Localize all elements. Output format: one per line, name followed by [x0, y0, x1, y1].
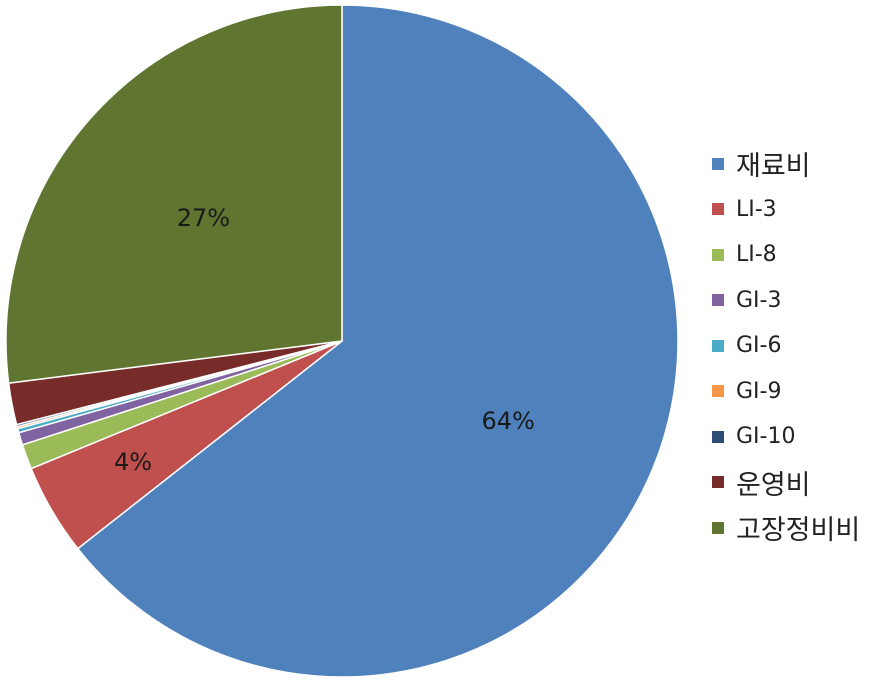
legend-swatch: [712, 339, 724, 352]
pie-slice-9: [5, 4, 343, 384]
legend-swatch: [712, 248, 724, 261]
data-label-1: 64%: [482, 407, 535, 435]
legend-item-1: 재료비: [712, 141, 884, 187]
legend-item-4: GI-3: [712, 278, 884, 324]
legend-label: LI-3: [736, 196, 777, 222]
legend-label: GI-3: [736, 287, 782, 313]
legend-label: LI-8: [736, 242, 777, 268]
data-label-9: 27%: [177, 204, 230, 232]
legend-label: GI-6: [736, 333, 782, 359]
legend-swatch: [712, 430, 724, 443]
data-label-2: 4%: [114, 448, 152, 476]
legend-swatch: [712, 476, 724, 489]
legend-item-2: LI-3: [712, 187, 884, 233]
legend-item-6: GI-9: [712, 369, 884, 415]
legend-item-8: 운영비: [712, 460, 884, 506]
legend-label: 재료비: [736, 151, 811, 183]
legend-swatch: [712, 203, 724, 216]
pie-slice-1: [76, 4, 679, 678]
legend-swatch: [712, 385, 724, 398]
legend-label: 고장정비비: [736, 515, 861, 547]
legend-item-5: GI-6: [712, 323, 884, 369]
legend-item-3: LI-8: [712, 232, 884, 278]
legend-label: 운영비: [736, 469, 811, 501]
legend-item-7: GI-10: [712, 414, 884, 460]
legend-swatch: [712, 521, 724, 534]
legend-label: GI-9: [736, 378, 782, 404]
legend-item-9: 고장정비비: [712, 505, 884, 551]
legend-swatch: [712, 294, 724, 307]
legend-label: GI-10: [736, 424, 796, 450]
legend-swatch: [712, 157, 724, 170]
